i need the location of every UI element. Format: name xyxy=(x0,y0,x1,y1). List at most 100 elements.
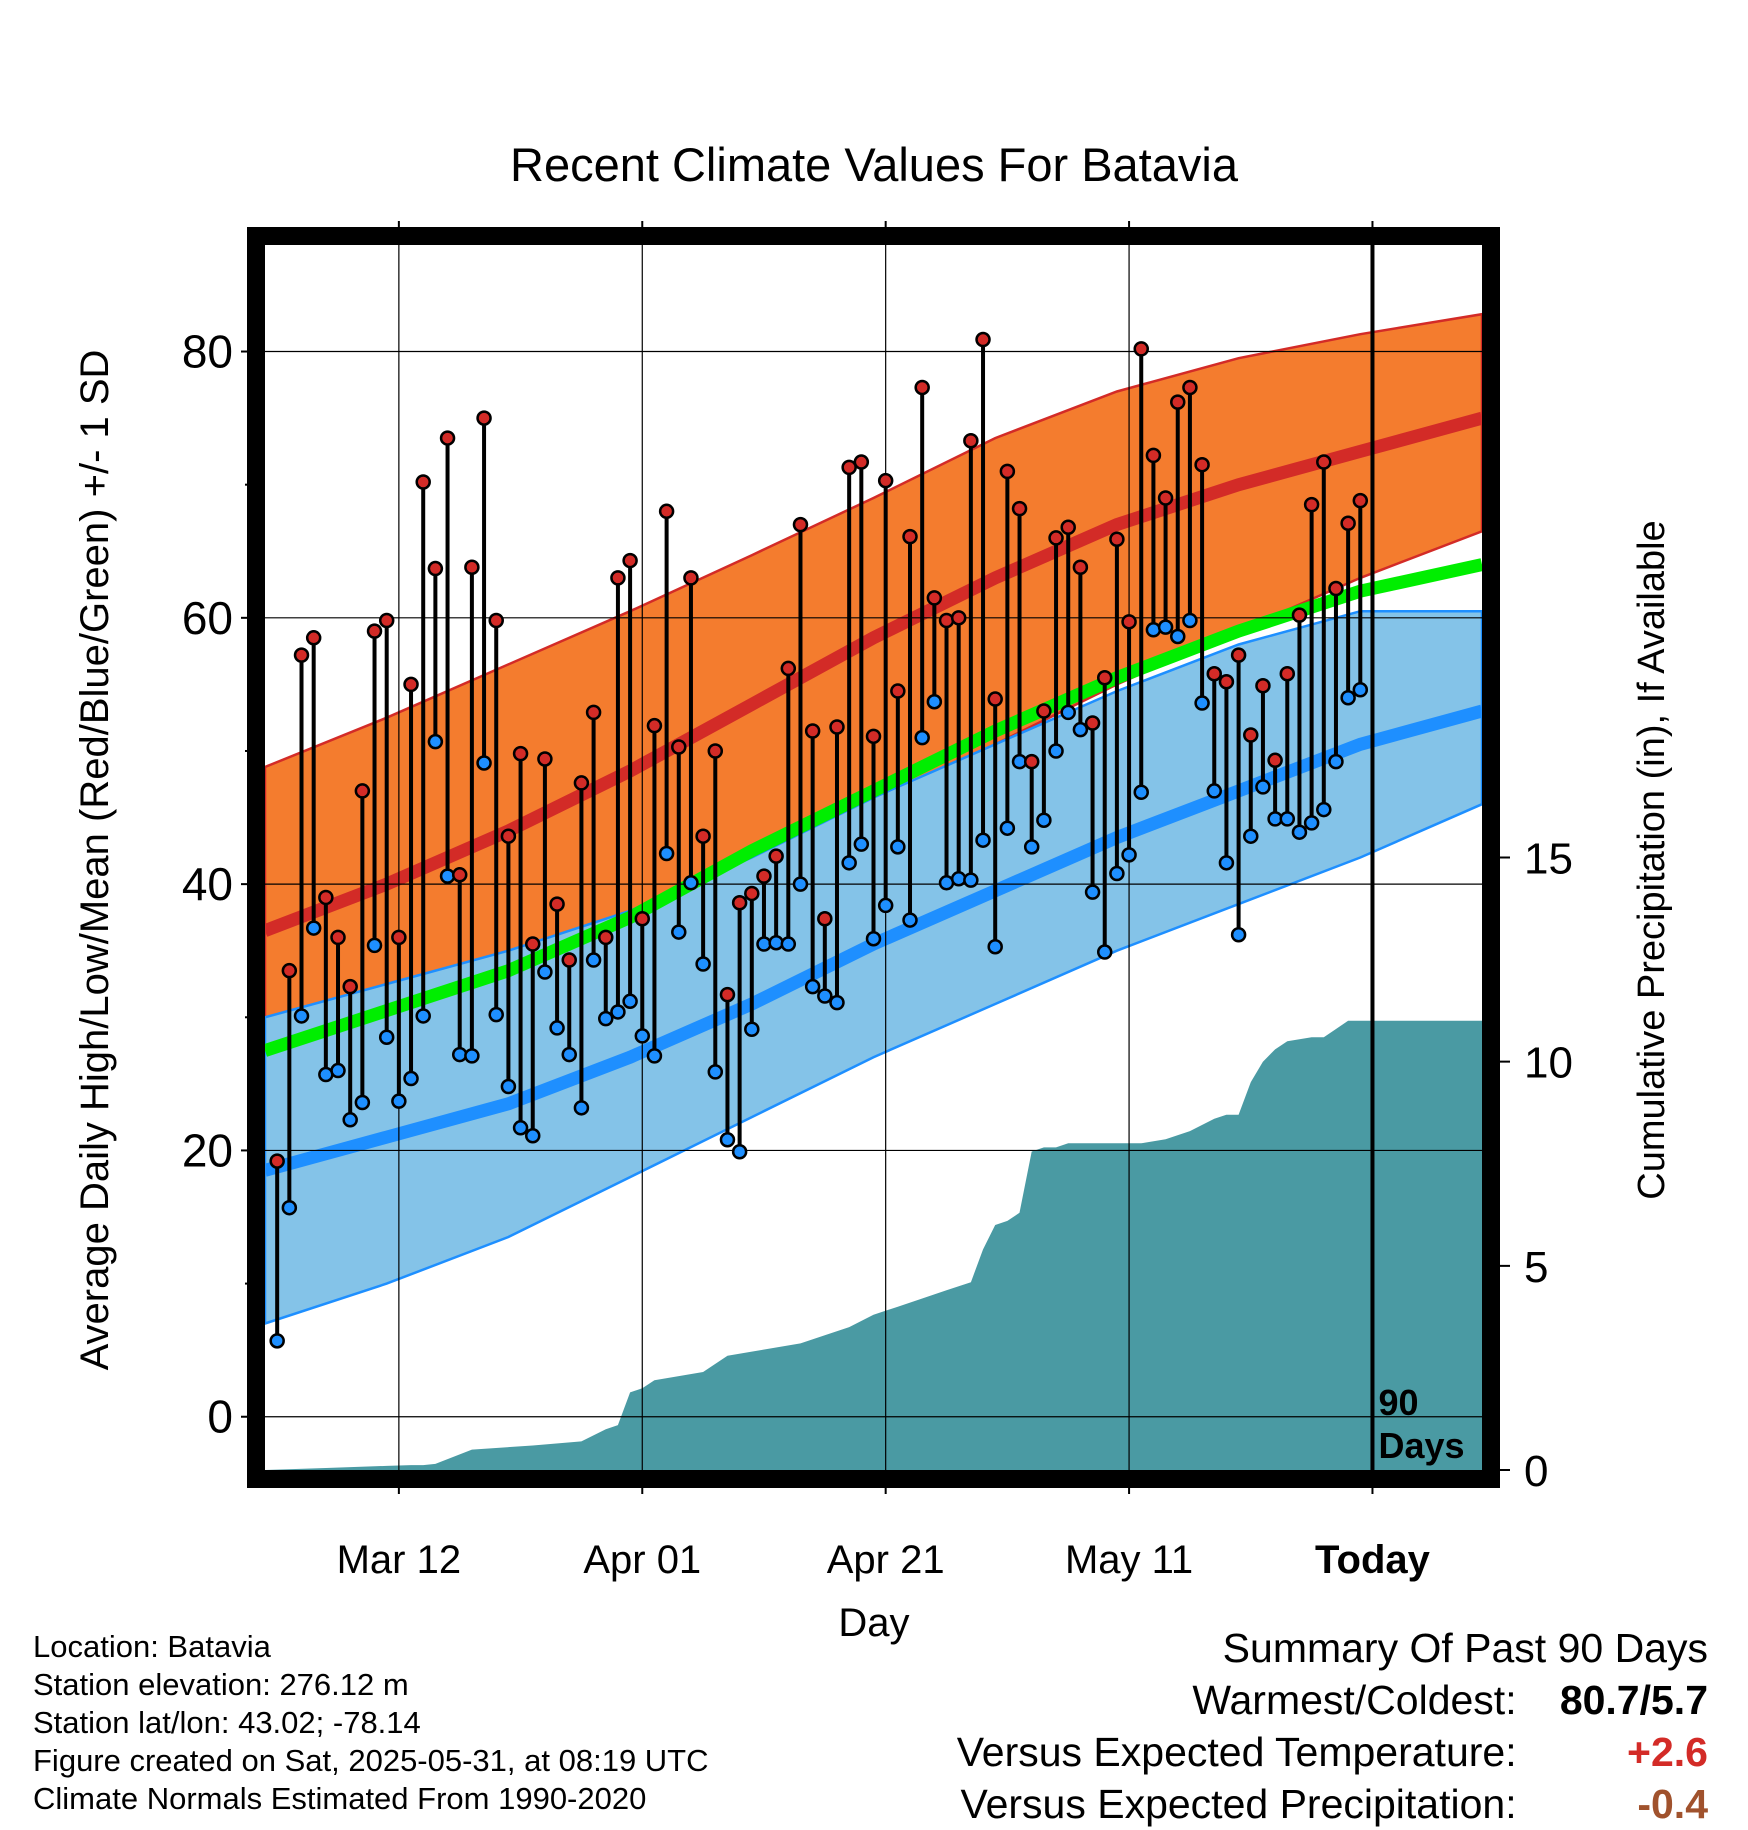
daily-high-point xyxy=(598,929,614,946)
daily-low-point xyxy=(865,930,882,947)
daily-high-point xyxy=(378,612,395,629)
daily-high-point xyxy=(318,889,334,906)
daily-high-point xyxy=(731,895,748,911)
daily-low-point xyxy=(403,1070,419,1087)
daily-high-point xyxy=(938,612,955,629)
daily-low-point xyxy=(1316,801,1332,818)
daily-low-point xyxy=(744,1021,760,1038)
daily-high-point xyxy=(1072,559,1089,575)
daily-low-point xyxy=(598,1010,614,1027)
daily-high-point xyxy=(877,472,894,489)
daily-low-point xyxy=(1072,721,1089,738)
daily-high-point xyxy=(622,552,638,569)
daily-high-point xyxy=(1182,379,1198,396)
daily-low-point xyxy=(817,988,833,1004)
daily-low-point xyxy=(1109,865,1125,882)
summary-panel: Summary Of Past 90 Days Warmest/Coldest:… xyxy=(957,1622,1708,1830)
daily-low-point xyxy=(1182,612,1198,629)
daily-high-point xyxy=(354,783,371,799)
daily-low-point xyxy=(1230,926,1247,943)
daily-high-point xyxy=(1328,580,1344,597)
y-tick-label: 0 xyxy=(207,1391,233,1443)
daily-high-point xyxy=(865,728,882,745)
daily-low-point xyxy=(853,836,870,852)
daily-high-point xyxy=(391,929,407,946)
daily-low-point xyxy=(707,1064,724,1080)
daily-high-point xyxy=(342,978,358,995)
daily-low-point xyxy=(585,952,602,968)
daily-low-point xyxy=(427,733,444,750)
daily-low-point xyxy=(1206,783,1223,799)
daily-high-point xyxy=(1194,456,1210,473)
y-tick-label: 80 xyxy=(182,326,233,378)
chart-title: Recent Climate Values For Batavia xyxy=(510,138,1239,191)
daily-high-point xyxy=(804,723,821,739)
daily-high-point xyxy=(1084,715,1101,731)
daily-low-point xyxy=(719,1132,736,1148)
daily-high-point xyxy=(707,743,724,759)
daily-high-point xyxy=(488,612,504,629)
daily-high-point xyxy=(1023,753,1040,770)
daily-low-point xyxy=(537,964,553,980)
y2-tick-label: 0 xyxy=(1524,1447,1548,1496)
daily-high-point xyxy=(1206,666,1223,682)
daily-high-point xyxy=(439,430,456,446)
daily-high-point xyxy=(1352,492,1369,509)
daily-low-point xyxy=(1060,704,1076,721)
location-text: Location: Batavia xyxy=(33,1629,271,1664)
daily-low-point xyxy=(890,839,906,855)
daily-low-point xyxy=(646,1048,663,1064)
daily-high-point xyxy=(671,739,687,755)
daily-high-point xyxy=(281,962,298,979)
daily-low-point xyxy=(549,1020,565,1036)
y-axis-label: Average Daily High/Low/Mean (Red/Blue/Gr… xyxy=(73,350,117,1371)
today-label-line2: Days xyxy=(1378,1425,1464,1466)
daily-low-point xyxy=(354,1094,371,1111)
daily-low-point xyxy=(305,920,322,936)
daily-low-point xyxy=(1218,855,1235,871)
daily-low-point xyxy=(378,1029,395,1046)
daily-high-point xyxy=(403,676,419,693)
daily-high-point xyxy=(975,331,991,348)
x-tick-label: Mar 12 xyxy=(337,1538,462,1582)
daily-low-point xyxy=(524,1128,541,1144)
elevation-text: Station elevation: 276.12 m xyxy=(33,1667,409,1702)
daily-low-point xyxy=(841,855,857,871)
normal-high-line xyxy=(265,411,1482,937)
daily-high-point xyxy=(768,848,784,864)
daily-low-point xyxy=(281,1199,298,1216)
daily-high-point xyxy=(1011,500,1028,517)
daily-low-point xyxy=(1157,619,1174,635)
y2-tick-label: 5 xyxy=(1524,1243,1548,1292)
daily-high-point xyxy=(330,929,346,946)
daily-low-point xyxy=(1023,839,1040,855)
daily-high-point xyxy=(269,1153,285,1169)
warmest-coldest-value: 80.7/5.7 xyxy=(1559,1677,1708,1723)
precip-anomaly-value: -0.4 xyxy=(1637,1781,1708,1827)
daily-low-point xyxy=(914,729,930,746)
daily-low-point xyxy=(1048,743,1064,759)
daily-high-point xyxy=(427,560,444,577)
daily-low-point xyxy=(1133,784,1149,801)
daily-high-point xyxy=(1230,647,1247,663)
daily-low-point xyxy=(975,832,991,848)
daily-low-point xyxy=(1279,811,1296,827)
daily-low-point xyxy=(634,1028,651,1044)
daily-low-point xyxy=(987,938,1003,955)
daily-low-point xyxy=(464,1048,480,1064)
daily-high-point xyxy=(695,828,711,844)
daily-high-point xyxy=(366,623,383,639)
daily-high-point xyxy=(561,952,577,968)
daily-low-point xyxy=(1255,779,1271,795)
temp-anomaly-label: Versus Expected Temperature: xyxy=(956,1729,1517,1775)
daily-high-point xyxy=(1060,519,1076,536)
daily-high-point xyxy=(1291,607,1308,623)
daily-high-point xyxy=(1109,531,1125,548)
daily-low-point xyxy=(999,820,1016,836)
precip-anomaly-label: Versus Expected Precipitation: xyxy=(960,1781,1517,1827)
daily-high-point xyxy=(719,986,736,1003)
daily-high-point xyxy=(853,454,870,470)
